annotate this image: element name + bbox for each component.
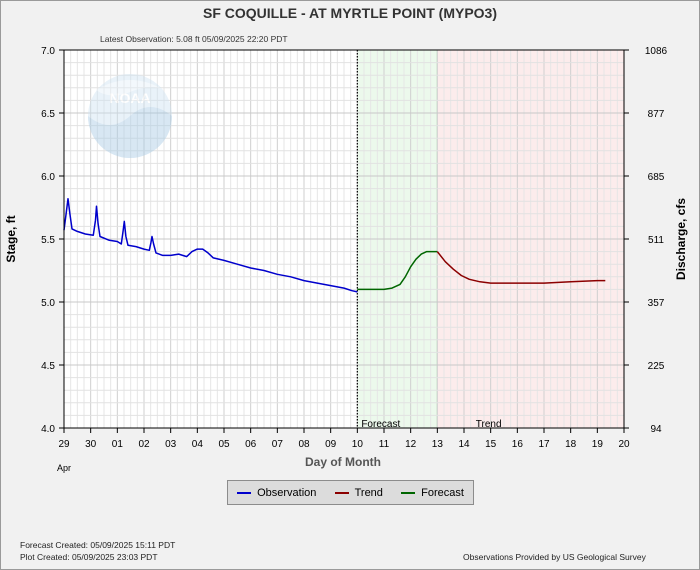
x-tick-label: 20: [618, 439, 630, 450]
y-tick-label: 7.0: [41, 46, 55, 57]
x-axis-ticks: 29 30 01 02 03 04 05 06 07 08 09 10 11 12 13 14 15 16 17 18…: [58, 428, 630, 450]
legend-label-observation: Observation: [257, 486, 317, 499]
series-line-observation: [63, 197, 358, 293]
x-tick-label: 14: [458, 439, 470, 450]
legend-swatch-observation: [237, 491, 252, 494]
region-label-trend: Trend: [476, 419, 502, 430]
y-tick-label: 6.0: [41, 172, 55, 183]
x-tick-label: 09: [325, 439, 337, 450]
y2-tick-label: 225: [648, 361, 665, 372]
y2-tick-label: 877: [648, 109, 665, 120]
x-axis-label: Day of Month: [305, 455, 381, 469]
series-line-trend: [436, 251, 606, 284]
noaa-logo-text: NOAA: [109, 90, 150, 106]
legend-item-forecast: Forecast: [401, 487, 464, 499]
chart-subtitle: Latest Observation: 5.08 ft 05/09/2025 2…: [100, 34, 288, 44]
y2-axis-label: Discharge, cfs: [674, 198, 688, 280]
region-label-forecast: Forecast: [361, 419, 400, 430]
x-tick-label: 30: [85, 439, 97, 450]
chart-title: SF COQUILLE - AT MYRTLE POINT (MYPO3): [203, 5, 497, 21]
x-tick-label: 10: [352, 439, 364, 450]
x-tick-label: 12: [405, 439, 417, 450]
x-tick-label: 11: [379, 439, 390, 450]
y-tick-label: 4.0: [41, 424, 55, 435]
series-lines: [63, 197, 606, 293]
x-tick-label: 16: [512, 439, 524, 450]
legend-label-forecast: Forecast: [421, 486, 464, 499]
x-tick-label: 08: [298, 439, 310, 450]
x-tick-label: 19: [592, 439, 604, 450]
x-tick-label: 04: [192, 439, 204, 450]
x-tick-label: 06: [245, 439, 257, 450]
series-line-forecast: [357, 250, 438, 291]
region-labels: Forecast Trend: [361, 419, 501, 430]
y2-tick-label: 685: [648, 172, 665, 183]
y-axis-label: Stage, ft: [4, 215, 18, 262]
x-tick-label: 07: [272, 439, 284, 450]
y2-tick-label: 357: [648, 298, 665, 309]
legend-swatch-forecast: [401, 491, 416, 494]
y-axis-ticks: 4.0 4.5 5.0 5.5 6.0 6.5 7.0: [41, 46, 64, 435]
y-tick-label: 4.5: [41, 361, 55, 372]
x-tick-label: 13: [432, 439, 444, 450]
x-tick-label: 03: [165, 439, 177, 450]
y2-tick-label: 94: [650, 424, 662, 435]
x-tick-label: 01: [112, 439, 124, 450]
y2-axis-ticks: 94 225 357 511 685 877 1086: [624, 46, 668, 435]
legend-swatch-trend: [334, 491, 349, 494]
x-tick-label: 15: [485, 439, 497, 450]
x-tick-label: 02: [138, 439, 150, 450]
y2-tick-label: 1086: [645, 46, 668, 57]
y-tick-label: 5.5: [41, 235, 55, 246]
y-tick-label: 6.5: [41, 109, 55, 120]
x-axis-month-label: Apr: [57, 463, 71, 473]
plot-created-text: Plot Created: 05/09/2025 23:03 PDT: [20, 552, 158, 562]
x-tick-label: 17: [538, 439, 550, 450]
legend: Observation Trend Forecast: [227, 480, 474, 505]
noaa-logo-watermark: NOAA: [88, 74, 172, 158]
legend-label-trend: Trend: [354, 486, 383, 499]
x-tick-label: 29: [58, 439, 70, 450]
y-tick-label: 5.0: [41, 298, 55, 309]
y2-tick-label: 511: [648, 235, 664, 246]
x-tick-label: 18: [565, 439, 577, 450]
data-credit-text: Observations Provided by US Geological S…: [463, 552, 646, 562]
x-tick-label: 05: [218, 439, 230, 450]
grid-lines: [64, 50, 624, 428]
legend-item-trend: Trend: [334, 486, 383, 499]
legend-item-observation: Observation: [237, 487, 316, 499]
forecast-created-text: Forecast Created: 05/09/2025 15:11 PDT: [20, 540, 176, 550]
